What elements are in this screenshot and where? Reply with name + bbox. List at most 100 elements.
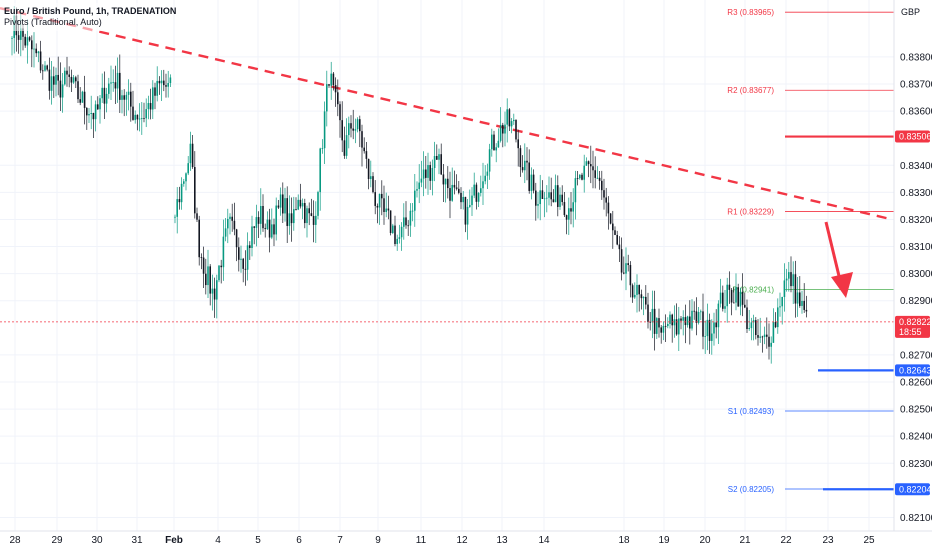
candle-body (741, 291, 744, 305)
candle-body (634, 294, 636, 298)
candle-body (653, 308, 656, 334)
candle-body (88, 114, 90, 116)
candle-body (295, 209, 297, 210)
candle-body (686, 316, 689, 326)
candle-body (383, 198, 385, 212)
candle-body (526, 160, 528, 163)
candle-body (389, 210, 392, 234)
candle-body (22, 28, 24, 37)
candle-body (134, 114, 136, 120)
candle-body (691, 310, 693, 329)
candle-body (187, 163, 189, 174)
candle-body (517, 139, 519, 149)
candle-body (695, 311, 698, 323)
candle-body (387, 208, 390, 211)
candle-body (675, 319, 678, 335)
candle-body (268, 219, 271, 238)
x-tick-label: 28 (9, 535, 21, 546)
candle-body (275, 205, 277, 235)
candle-body (799, 292, 801, 306)
candle-body (372, 176, 374, 193)
candle-body (469, 205, 471, 207)
candle-body (491, 134, 493, 150)
candle-body (240, 258, 242, 260)
price-tag (895, 364, 930, 377)
candle-body (334, 85, 337, 93)
pivot-label-p: P (0.82941) (732, 286, 774, 295)
x-tick-label: 30 (91, 535, 103, 546)
candle-body (130, 91, 132, 107)
candle-body (356, 119, 359, 130)
candle-body (515, 119, 517, 140)
candle-body (440, 154, 442, 175)
candle-body (343, 140, 346, 156)
candle-body (761, 336, 764, 338)
candle-body (438, 154, 440, 160)
x-tick-label: 23 (822, 535, 834, 546)
candle-body (194, 167, 196, 214)
candle-body (590, 164, 592, 167)
candle-body (282, 194, 284, 214)
candle-body (304, 202, 306, 224)
candle-body (502, 124, 504, 134)
candle-body (561, 194, 563, 203)
candle-body (17, 35, 20, 40)
candle-body (183, 181, 185, 184)
chart-title[interactable]: Euro / British Pound, 1h, TRADENATION (4, 6, 176, 16)
candle-body (614, 230, 616, 235)
candle-body (35, 48, 37, 54)
candle-body (229, 216, 231, 219)
candle-body (737, 287, 739, 307)
candle-body (790, 272, 792, 287)
candle-body (163, 80, 165, 86)
pivot-label-s2: S2 (0.82205) (728, 485, 775, 494)
candle-body (792, 274, 794, 287)
candle-body (264, 228, 266, 230)
candle-body (381, 193, 383, 199)
candle-body (702, 311, 704, 337)
candle-body (149, 103, 152, 110)
time-axis[interactable]: 28 29 30 31 Feb 4 5 6 7 9 11 12 13 14 18 19 20 21 22 23 25 (9, 535, 875, 546)
candle-body (191, 143, 194, 168)
pivot-lines: R3 (0.83965) R2 (0.83677) R1 (0.83229) P (0… (727, 8, 894, 494)
candle-body (585, 161, 588, 166)
candle-body (174, 216, 176, 218)
candle-body (354, 129, 357, 131)
candle-body (352, 128, 354, 131)
candle-body (750, 322, 753, 329)
candle-body (209, 266, 211, 294)
candle-body (651, 308, 654, 323)
candle-body (475, 184, 478, 202)
candle-body (719, 292, 722, 304)
x-tick-label: 12 (456, 535, 468, 546)
candle-body (777, 307, 779, 328)
candle-body (583, 165, 585, 180)
candle-body (480, 188, 482, 193)
candle-body (310, 213, 313, 216)
candle-body (108, 83, 110, 94)
candle-body (116, 72, 119, 89)
candle-body (306, 208, 308, 224)
x-tick-label: 6 (296, 535, 302, 546)
candle-body (20, 28, 22, 40)
x-tick-label: 5 (255, 535, 261, 546)
candle-body (519, 148, 522, 168)
candle-body (748, 328, 750, 329)
candle-body (548, 192, 550, 198)
indicator-label[interactable]: Pivots (Traditional, Auto) (4, 17, 102, 27)
candle-body (286, 198, 288, 226)
arrow-shaft (824, 221, 841, 277)
candle-body (796, 292, 799, 304)
candle-body (693, 310, 695, 312)
candle-body (596, 177, 599, 179)
candle-body (473, 184, 475, 196)
candle-body (535, 190, 537, 206)
